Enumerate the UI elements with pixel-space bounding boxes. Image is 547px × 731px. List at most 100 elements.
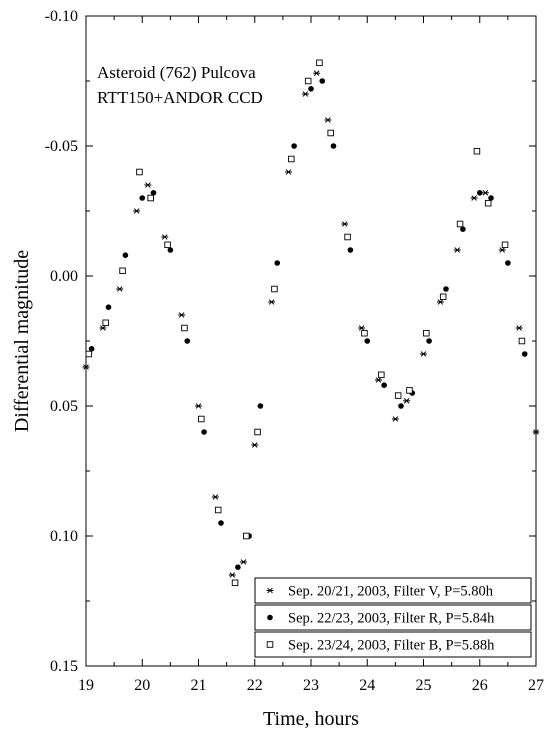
data-point-b [147, 194, 154, 202]
y-tick-label: -0.10 [45, 8, 78, 25]
data-point-r [398, 403, 404, 409]
data-point-r [274, 260, 281, 266]
data-point-b [501, 241, 509, 249]
data-point-v [116, 286, 124, 292]
data-point-r [105, 304, 112, 311]
legend: Sep. 20/21, 2003, Filter V, P=5.80h Sep. … [254, 577, 532, 658]
data-point-r [476, 190, 483, 196]
data-point-v [82, 364, 90, 370]
data-point-r [460, 226, 466, 232]
data-point-r [139, 195, 146, 201]
data-point-b [214, 506, 222, 514]
data-point-v [195, 403, 202, 409]
x-tick-label: 20 [134, 677, 150, 694]
data-point-v [285, 169, 292, 175]
data-point-r [488, 195, 494, 201]
data-point-v [532, 429, 540, 435]
y-tick-label: 0.05 [50, 398, 78, 415]
data-point-r [521, 351, 528, 357]
data-point-b [243, 532, 250, 540]
data-point-v [228, 572, 236, 578]
data-point-b [378, 371, 385, 379]
data-point-v [470, 195, 478, 201]
y-tick-labels: -0.10 -0.05 0.00 0.05 0.10 0.15 [45, 8, 78, 675]
x-tick-label: 24 [359, 677, 375, 694]
data-point-v [403, 397, 411, 404]
data-point-r [330, 143, 337, 149]
x-tick-labels: 19 20 21 22 23 24 25 26 27 [78, 677, 544, 694]
data-point-r [218, 520, 224, 526]
data-points [82, 59, 540, 587]
data-point-r [308, 86, 314, 92]
axis-ticks [85, 15, 537, 667]
legend-label: Sep. 22/23, 2003, Filter R, P=5.84h [288, 611, 495, 627]
data-point-b [473, 147, 481, 155]
y-tick-label: 0.10 [50, 528, 78, 545]
data-point-r [291, 143, 297, 149]
data-point-v [313, 70, 321, 77]
data-point-v [324, 117, 332, 123]
x-tick-label: 27 [528, 677, 544, 694]
data-point-r [443, 286, 449, 292]
data-point-b [102, 319, 109, 327]
data-point-b [164, 241, 171, 249]
data-point-r [167, 247, 174, 253]
data-point-b [439, 293, 447, 301]
data-point-b [327, 129, 334, 137]
data-point-b [85, 350, 93, 358]
data-point-r [426, 338, 432, 344]
data-point-v [268, 299, 276, 305]
plot-frame [85, 15, 537, 667]
data-point-v [375, 377, 382, 383]
data-point-v [301, 91, 309, 97]
data-point-v [481, 189, 489, 196]
annotation-line-1: Asteroid (762) Pulcova [97, 63, 256, 82]
data-point-v [453, 247, 461, 253]
data-point-b [406, 387, 413, 394]
x-axis-label: Time, hours [263, 708, 359, 730]
data-point-b [423, 329, 430, 337]
data-point-v [211, 494, 219, 500]
data-point-b [288, 155, 295, 163]
x-tick-label: 21 [191, 677, 207, 694]
data-point-v [251, 442, 259, 448]
data-point-v [144, 182, 152, 188]
data-point-v [99, 325, 107, 331]
data-point-r [505, 260, 511, 266]
data-point-b [271, 285, 278, 293]
data-point-r [347, 247, 354, 253]
legend-box [254, 631, 532, 658]
data-point-r [88, 346, 95, 352]
legend-label: Sep. 20/21, 2003, Filter V, P=5.80h [288, 584, 494, 600]
legend-marker [266, 641, 274, 648]
data-point-r [257, 403, 264, 409]
y-tick-label: -0.05 [45, 138, 78, 155]
data-point-v [341, 221, 349, 227]
annotation-line-2: RTT150+ANDOR CCD [97, 88, 263, 107]
data-point-b [518, 337, 526, 345]
data-point-r [235, 564, 241, 570]
data-point-b [254, 428, 261, 436]
data-point-r [150, 190, 157, 196]
data-point-b [136, 168, 143, 176]
data-point-v [436, 299, 444, 305]
data-point-v [178, 312, 186, 318]
data-point-v [515, 325, 523, 331]
data-point-b [198, 415, 205, 423]
data-point-b [361, 329, 368, 337]
x-tick-label: 25 [416, 677, 432, 694]
y-tick-label: 0.00 [50, 268, 78, 285]
x-tick-label: 26 [472, 677, 488, 694]
data-point-r [319, 78, 326, 84]
x-tick-label: 19 [78, 677, 94, 694]
x-tick-label: 22 [247, 677, 263, 694]
legend-box [254, 604, 532, 631]
data-point-b [484, 199, 492, 207]
data-point-v [420, 351, 427, 357]
data-point-v [391, 416, 399, 422]
legend-marker [266, 587, 274, 594]
data-point-b [394, 392, 402, 399]
data-point-r [364, 338, 371, 344]
legend-marker [267, 614, 273, 621]
